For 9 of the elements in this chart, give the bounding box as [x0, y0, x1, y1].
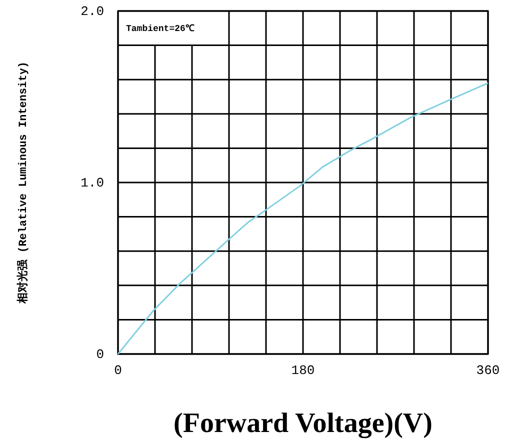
- y-tick-label: 1.0: [80, 176, 104, 190]
- x-tick-label: 180: [291, 363, 315, 378]
- y-tick-label: 0: [96, 347, 104, 362]
- x-axis-title: (Forward Voltage)(V): [174, 408, 432, 439]
- y-axis-title: 相对光强 (Relative Luminous Intensity): [16, 61, 30, 305]
- annotation: Tambient=26℃: [126, 24, 194, 34]
- y-tick-label: 2.0: [80, 4, 104, 19]
- x-tick-label: 360: [476, 363, 500, 378]
- x-tick-label: 0: [114, 363, 122, 378]
